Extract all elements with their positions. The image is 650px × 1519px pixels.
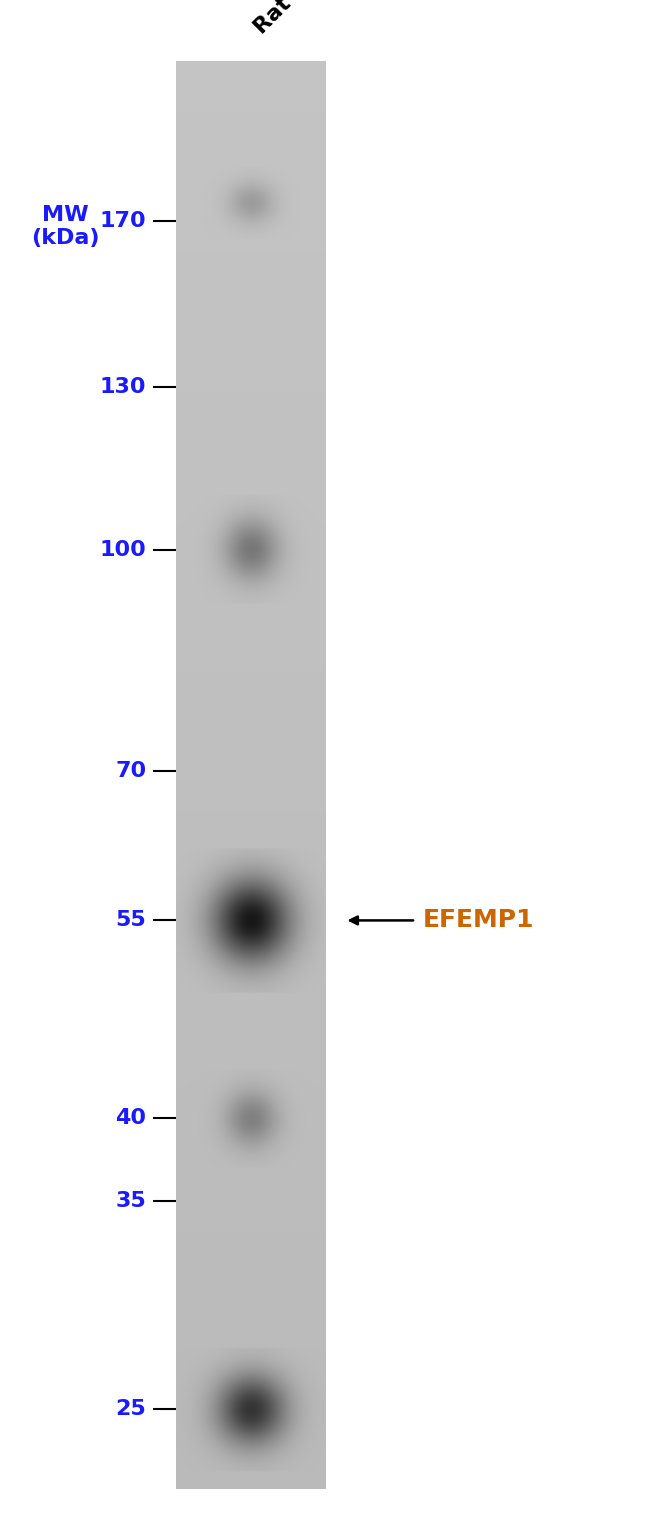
Text: 170: 170 [99,211,146,231]
Text: 35: 35 [116,1191,146,1211]
Text: 55: 55 [116,910,146,931]
Text: MW
(kDa): MW (kDa) [31,205,99,248]
Text: 40: 40 [115,1107,146,1129]
Text: 25: 25 [116,1399,146,1419]
Text: 130: 130 [99,377,146,396]
Text: EFEMP1: EFEMP1 [422,908,534,933]
Text: 70: 70 [115,761,146,781]
Text: 100: 100 [99,539,146,559]
Text: Rat liver: Rat liver [250,0,339,38]
